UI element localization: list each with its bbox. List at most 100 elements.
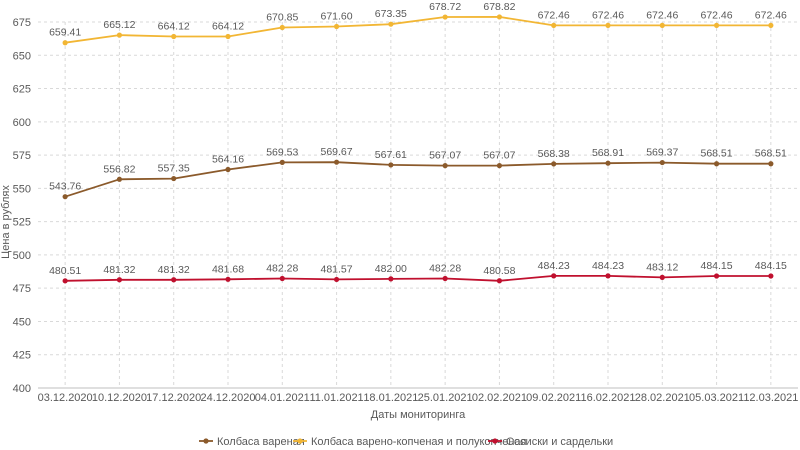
y-tick-label: 425 bbox=[13, 350, 31, 362]
data-label: 665.12 bbox=[103, 19, 135, 31]
data-label: 673.35 bbox=[375, 8, 407, 20]
x-tick-label: 28.02.2021 bbox=[635, 392, 690, 404]
data-label: 670.85 bbox=[266, 12, 298, 24]
data-label: 672.46 bbox=[701, 9, 733, 21]
data-point bbox=[768, 273, 774, 279]
data-label: 671.60 bbox=[321, 11, 353, 23]
series-line bbox=[64, 15, 771, 44]
data-label: 556.82 bbox=[103, 163, 135, 175]
data-point bbox=[551, 273, 557, 279]
data-point bbox=[279, 159, 285, 165]
data-label: 672.46 bbox=[646, 9, 678, 21]
x-tick-label: 03.12.2020 bbox=[38, 392, 93, 404]
y-tick-label: 475 bbox=[13, 283, 31, 295]
y-tick-label: 525 bbox=[13, 217, 31, 229]
data-point bbox=[551, 22, 557, 28]
data-point bbox=[659, 159, 665, 166]
legend-label: Колбаса варено-копченая и полукопченая bbox=[311, 436, 527, 448]
data-point bbox=[713, 273, 720, 279]
data-label: 564.16 bbox=[212, 154, 244, 166]
data-point bbox=[442, 14, 448, 20]
data-point bbox=[388, 21, 394, 27]
data-label: 481.32 bbox=[158, 264, 190, 276]
x-tick-label: 24.12.2020 bbox=[200, 392, 255, 404]
y-tick-labels: 400 425 450 475 500 525 550 575 600 625 650 675 bbox=[13, 17, 31, 395]
data-label: 567.61 bbox=[375, 149, 407, 161]
y-axis-title: Цена в рублях bbox=[0, 185, 12, 259]
data-point bbox=[659, 274, 665, 280]
data-label: 543.76 bbox=[49, 181, 81, 193]
x-tick-label: 04.01.2021 bbox=[255, 392, 310, 404]
y-tick-label: 650 bbox=[13, 50, 31, 62]
x-tick-label: 25.01.2021 bbox=[418, 392, 473, 404]
data-point bbox=[496, 14, 503, 20]
data-point bbox=[333, 23, 340, 30]
data-point bbox=[768, 161, 774, 167]
legend-label: Сосиски и сардельки bbox=[506, 436, 613, 448]
data-point bbox=[225, 33, 231, 40]
data-point bbox=[116, 32, 123, 38]
x-tick-label: 18.01.2021 bbox=[363, 392, 418, 404]
legend: Колбаса вареная Колбаса варено-копченая и… bbox=[199, 436, 613, 448]
data-point bbox=[62, 278, 68, 284]
x-tick-label: 10.12.2020 bbox=[92, 392, 147, 404]
x-tick-label: 16.02.2021 bbox=[580, 392, 635, 404]
data-point bbox=[62, 194, 68, 200]
data-label: 659.41 bbox=[49, 27, 81, 39]
data-label: 481.68 bbox=[212, 263, 244, 275]
data-label: 568.51 bbox=[755, 148, 787, 160]
data-point bbox=[225, 166, 231, 173]
legend-marker-dot bbox=[492, 438, 498, 444]
data-label: 480.58 bbox=[483, 265, 515, 277]
data-point bbox=[333, 159, 340, 165]
data-label: 678.82 bbox=[483, 1, 515, 13]
data-label: 568.38 bbox=[538, 148, 570, 160]
data-point bbox=[551, 161, 557, 167]
data-point bbox=[171, 277, 177, 283]
y-tick-label: 600 bbox=[13, 117, 31, 129]
data-label: 672.46 bbox=[538, 9, 570, 21]
x-tick-label: 09.02.2021 bbox=[526, 392, 581, 404]
x-tick-label: 17.12.2020 bbox=[146, 392, 201, 404]
data-label: 484.23 bbox=[592, 260, 624, 272]
x-axis-title: Даты мониторинга bbox=[371, 409, 466, 421]
y-tick-label: 575 bbox=[13, 150, 31, 162]
legend-marker-dot bbox=[297, 438, 303, 444]
x-tick-label: 12.03.2021 bbox=[743, 392, 798, 404]
legend-marker-dot bbox=[203, 438, 209, 444]
data-point bbox=[442, 163, 448, 169]
data-label: 569.67 bbox=[321, 146, 353, 158]
data-point bbox=[442, 275, 448, 282]
data-point bbox=[768, 22, 774, 28]
y-tick-label: 675 bbox=[13, 17, 31, 29]
data-label: 482.28 bbox=[429, 262, 461, 274]
data-point bbox=[225, 276, 231, 282]
data-point bbox=[713, 22, 720, 28]
data-label: 678.72 bbox=[429, 1, 461, 13]
data-label: 567.07 bbox=[429, 150, 461, 162]
y-tick-label: 500 bbox=[13, 250, 31, 262]
series-line bbox=[64, 161, 771, 198]
series bbox=[62, 14, 774, 284]
data-point bbox=[171, 33, 177, 40]
data-point bbox=[279, 24, 285, 31]
legend-label: Колбаса вареная bbox=[217, 436, 305, 448]
data-label: 568.91 bbox=[592, 147, 624, 159]
grid-lines bbox=[38, 21, 798, 388]
data-label: 672.46 bbox=[592, 9, 624, 21]
data-label: 484.15 bbox=[755, 260, 787, 272]
data-label: 482.00 bbox=[375, 263, 407, 275]
y-tick-label: 550 bbox=[13, 183, 31, 195]
data-label: 569.37 bbox=[646, 147, 678, 159]
x-tick-labels: 03.12.2020 10.12.2020 17.12.2020 24.12.2020… bbox=[38, 392, 799, 404]
data-point bbox=[496, 163, 503, 169]
data-label: 484.15 bbox=[701, 260, 733, 272]
data-point bbox=[605, 273, 611, 279]
data-label: 480.51 bbox=[49, 265, 81, 277]
data-label: 664.12 bbox=[158, 20, 190, 32]
data-point bbox=[62, 40, 68, 46]
data-label: 481.32 bbox=[103, 264, 135, 276]
data-label: 484.23 bbox=[538, 260, 570, 272]
y-tick-label: 450 bbox=[13, 316, 31, 328]
